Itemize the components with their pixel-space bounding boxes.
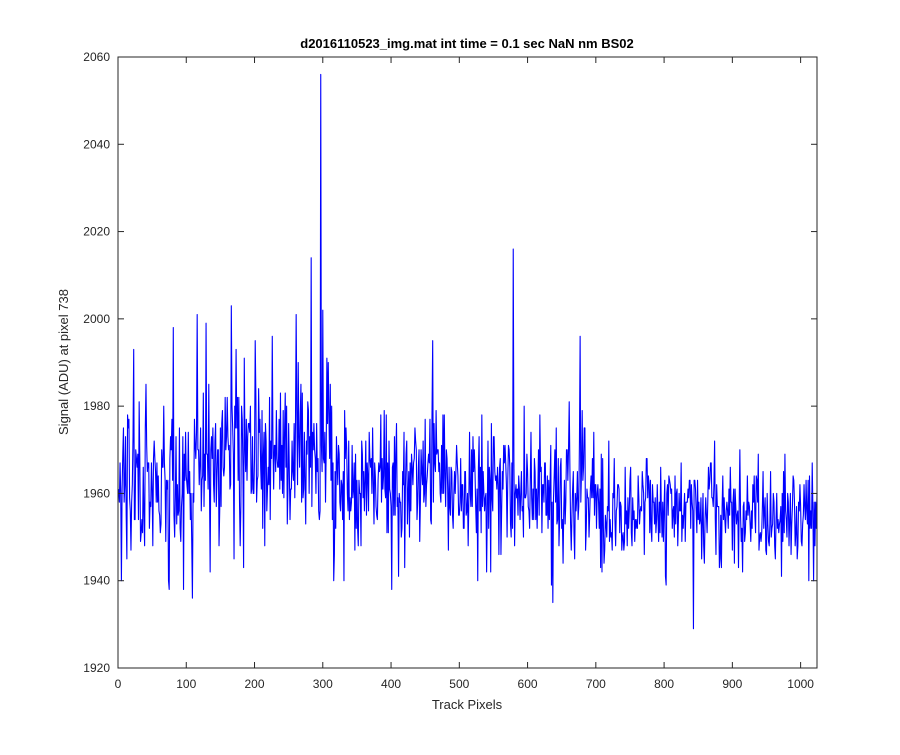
x-tick-label: 800: [654, 677, 674, 691]
x-tick-label: 500: [449, 677, 469, 691]
y-tick-label: 1980: [83, 399, 110, 413]
y-tick-label: 1940: [83, 574, 110, 588]
y-axis: 1920 1940 1960 1980 2000 2020 2040 2060: [83, 50, 817, 675]
x-tick-label: 600: [518, 677, 538, 691]
y-tick-label: 1920: [83, 661, 110, 675]
y-tick-label: 2000: [83, 312, 110, 326]
series-layer: [118, 73, 818, 630]
x-axis-label: Track Pixels: [432, 697, 503, 712]
x-tick-label: 400: [381, 677, 401, 691]
signal-series-line: [118, 73, 818, 630]
x-tick-label: 0: [115, 677, 122, 691]
x-tick-label: 700: [586, 677, 606, 691]
chart-title: d2016110523_img.mat int time = 0.1 sec N…: [300, 36, 633, 51]
axes-box: [117, 56, 818, 669]
x-tick-label: 300: [313, 677, 333, 691]
x-tick-label: 1000: [787, 677, 814, 691]
x-tick-label: 200: [245, 677, 265, 691]
y-tick-label: 2040: [83, 137, 110, 151]
y-tick-label: 2020: [83, 225, 110, 239]
y-tick-label: 2060: [83, 50, 110, 64]
y-axis-label: Signal (ADU) at pixel 738: [56, 289, 71, 435]
plot-area: [118, 57, 817, 668]
y-tick-label: 1960: [83, 486, 110, 500]
x-axis: 0 100 200 300 400 500 600 700 800 900 1000: [115, 57, 814, 691]
x-tick-label: 900: [722, 677, 742, 691]
x-tick-label: 100: [176, 677, 196, 691]
